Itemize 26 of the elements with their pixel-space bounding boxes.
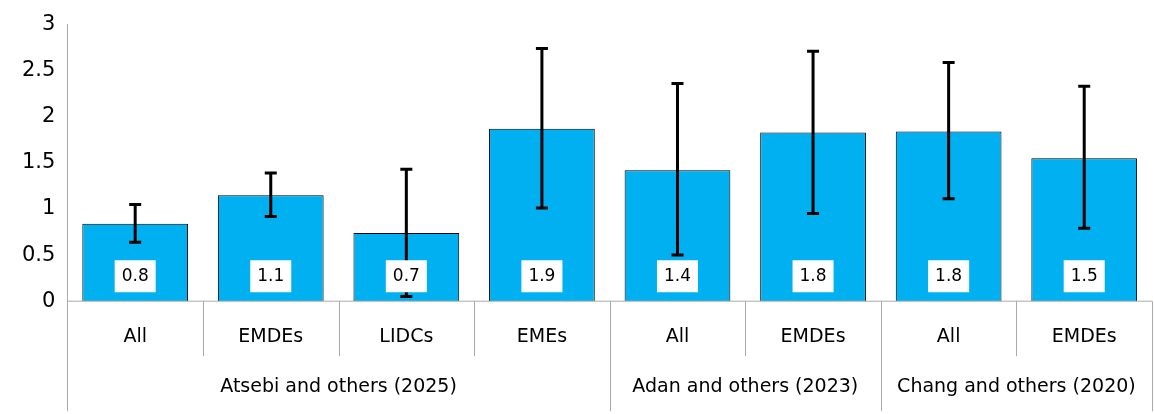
x-tick-label: All bbox=[123, 323, 147, 346]
data-label: 0.7 bbox=[392, 264, 420, 285]
x-tick-label: All bbox=[665, 323, 690, 346]
y-tick-label: 2.5 bbox=[21, 57, 56, 82]
y-tick-label: 0 bbox=[42, 287, 56, 312]
data-label: 1.5 bbox=[1070, 264, 1098, 285]
y-tick-label: 2 bbox=[42, 103, 56, 128]
y-tick-label: 0.5 bbox=[21, 241, 56, 266]
y-tick-label: 1.5 bbox=[21, 149, 56, 174]
x-tick-label: All bbox=[936, 323, 961, 346]
text: Chang and others (2020) bbox=[897, 374, 1136, 397]
data-label: 0.8 bbox=[121, 264, 149, 285]
text: Atsebi and others (2025) bbox=[220, 374, 457, 397]
data-label: 1.1 bbox=[257, 264, 285, 285]
data-label: 1.4 bbox=[663, 264, 692, 285]
x-tick-label: LIDCs bbox=[379, 323, 434, 346]
data-label: 1.9 bbox=[528, 264, 556, 285]
x-tick-label: EMDEs bbox=[780, 323, 846, 346]
data-label: 1.8 bbox=[935, 264, 963, 285]
x-tick-label: EMDEs bbox=[238, 323, 304, 346]
data-label: 1.8 bbox=[799, 264, 827, 285]
y-tick-label: 1 bbox=[42, 195, 56, 220]
x-tick-label: EMEs bbox=[516, 323, 568, 346]
x-tick-label: EMDEs bbox=[1051, 323, 1117, 346]
y-tick-label: 3 bbox=[42, 11, 56, 36]
text: Adan and others (2023) bbox=[632, 374, 859, 397]
